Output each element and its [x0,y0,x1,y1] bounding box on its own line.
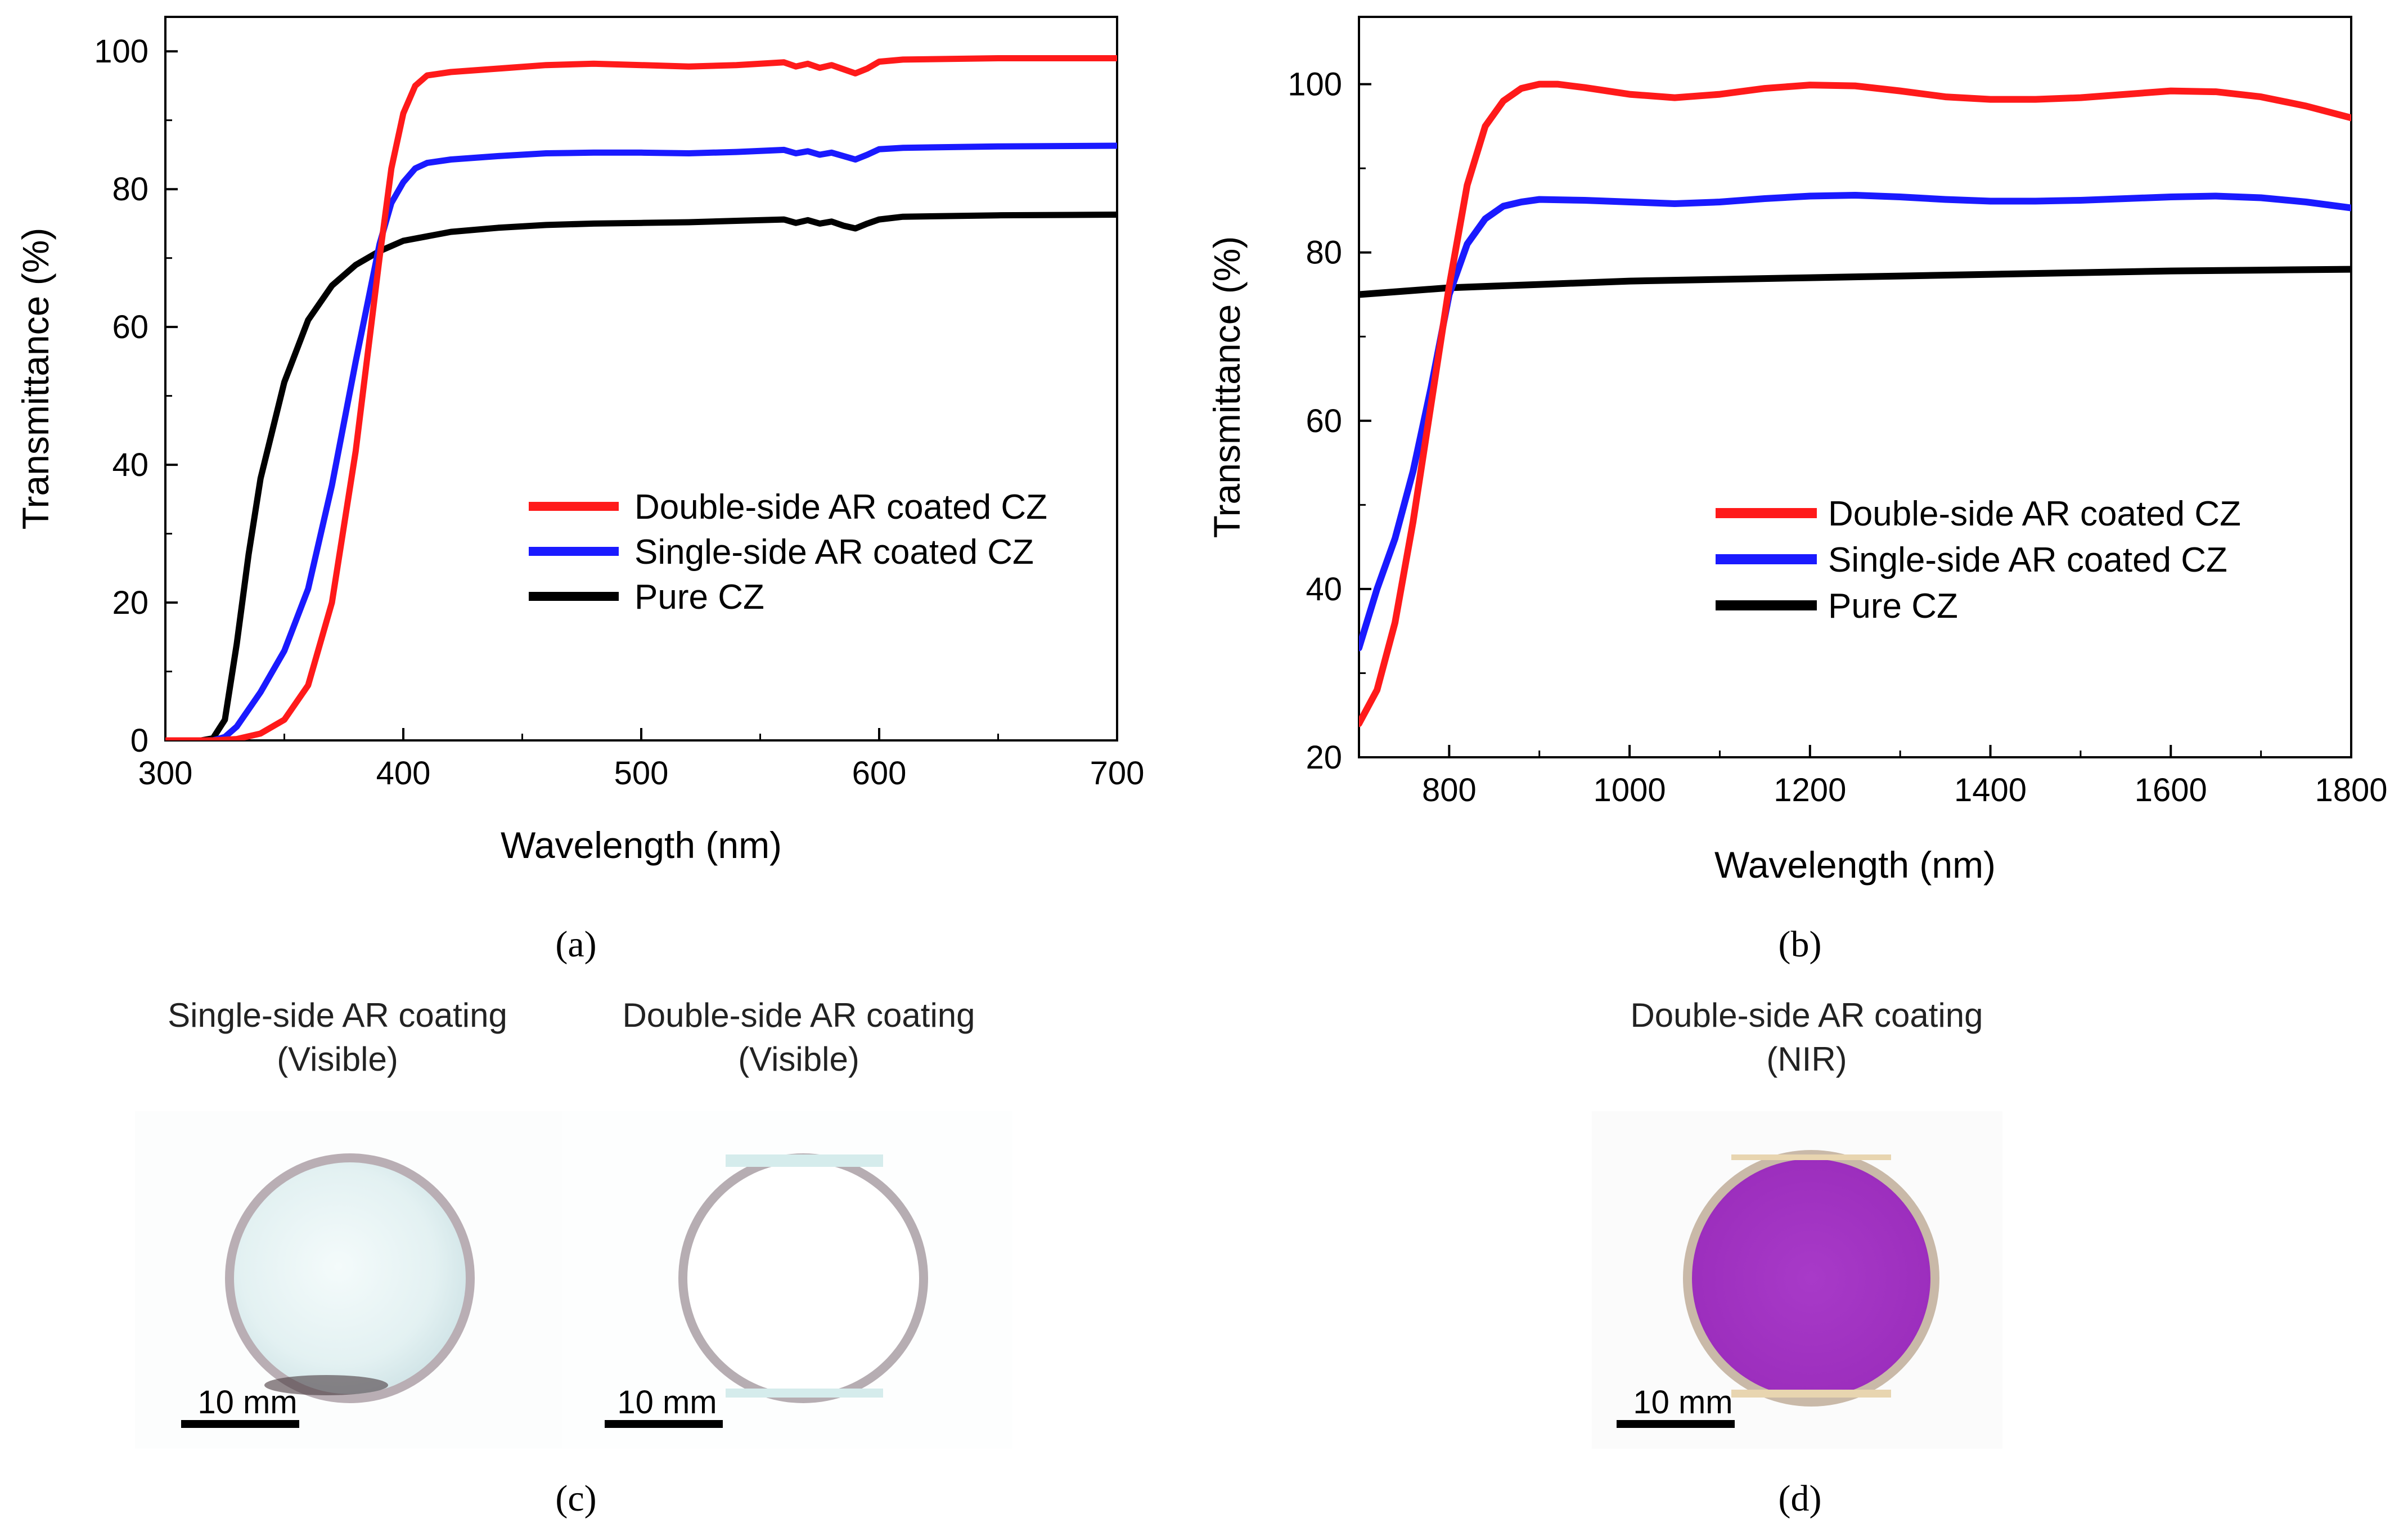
y-tick-label-a-0: 0 [130,722,148,759]
scale-bar-sample1: 10 mm [181,1384,299,1428]
scale-bar-sample2: 10 mm [605,1384,723,1428]
legend-label-single-a: Single-side AR coated CZ [634,533,1034,572]
chart-panel-a: 300 400 500 600 700 0 20 40 60 80 100 Wavelength (… [15,16,1144,965]
sample1-disc-shadow [264,1375,388,1395]
sample3-disc [1692,1159,1930,1398]
x-tick-label-b-3: 1400 [1954,772,2027,808]
ticks-b: 800 1000 1200 1400 1600 1800 20 40 60 80 100 [1288,66,2387,808]
scale-bar-line-sample3 [1617,1420,1735,1428]
legend-label-pure-a: Pure CZ [634,578,764,617]
legend-label-pure-b: Pure CZ [1828,587,1958,626]
legend-label-double-b: Double-side AR coated CZ [1828,495,2241,533]
scale-label-sample1: 10 mm [197,1384,297,1421]
y-tick-label-a-5: 100 [94,33,148,70]
legend-b: Double-side AR coated CZ Single-side AR … [1716,495,2241,626]
y-axis-title-a: Transmittance (%) [15,228,56,530]
panel-label-d: (d) [1779,1478,1822,1519]
sample3-flat-edge-top [1731,1154,1891,1160]
sample3-caption-line1: Double-side AR coating [1630,996,1983,1034]
plot-frame-b [1358,16,2352,758]
x-tick-label-a-2: 500 [614,755,669,792]
sample1-caption-line1: Single-side AR coating [168,996,507,1034]
legend-label-single-b: Single-side AR coated CZ [1828,541,2227,579]
sample1-caption-line2: (Visible) [277,1040,398,1078]
sample2-caption-line2: (Visible) [738,1040,859,1078]
series-line-b-pure-cz [1359,266,2351,298]
series-line-b-double-side-ar-coated-cz [1359,80,2351,727]
ticks-a: 300 400 500 600 700 0 20 40 60 80 100 [94,33,1144,792]
sample2-flat-edge-top [726,1154,883,1167]
photo-panel-c: Single-side AR coating (Visible) Double-… [135,996,1012,1519]
sample3-caption-line2: (NIR) [1766,1040,1847,1078]
series-b [1359,80,2351,727]
scale-bar-line-sample1 [181,1420,299,1428]
series-line-a-pure-cz [165,212,1117,740]
sample2-caption-line1: Double-side AR coating [622,996,975,1034]
x-axis-title-b: Wavelength (nm) [1714,844,1996,886]
series-line-a-double-side-ar-coated-cz [165,55,1117,740]
chart-panel-b: 800 1000 1200 1400 1600 1800 20 40 60 80 100 Wavel… [1206,16,2388,965]
y-tick-label-a-3: 60 [112,309,148,345]
y-tick-label-b-4: 100 [1288,66,1342,103]
legend-a: Double-side AR coated CZ Single-side AR … [529,488,1047,617]
panel-label-a: (a) [555,924,596,965]
sample2-flat-edge-bottom [726,1389,883,1398]
x-tick-label-a-3: 600 [852,755,907,792]
photo-panel-d: Double-side AR coating (NIR) (d) [1592,996,2002,1519]
plot-frame-a [164,16,1118,742]
y-tick-label-a-4: 80 [112,171,148,208]
legend-label-double-a: Double-side AR coated CZ [634,488,1047,527]
y-tick-label-b-3: 80 [1306,235,1342,271]
x-tick-label-b-1: 1000 [1594,772,1666,808]
x-tick-label-a-1: 400 [376,755,431,792]
y-axis-title-b: Transmittance (%) [1206,236,1248,538]
x-tick-label-b-0: 800 [1422,772,1477,808]
panel-label-c: (c) [555,1478,596,1519]
x-tick-label-a-0: 300 [138,755,193,792]
scale-label-sample2: 10 mm [617,1384,717,1421]
sample1-disc [234,1162,466,1394]
y-tick-label-a-2: 40 [112,447,148,483]
series-a [165,55,1117,740]
x-tick-label-b-5: 1800 [2315,772,2387,808]
x-axis-title-a: Wavelength (nm) [501,824,782,866]
y-tick-label-a-1: 20 [112,585,148,621]
panel-label-b: (b) [1779,924,1822,965]
scale-bar-sample3: 10 mm [1617,1384,1735,1428]
x-tick-label-a-4: 700 [1090,755,1145,792]
series-line-b-single-side-ar-coated-cz [1359,192,2351,652]
x-tick-label-b-4: 1600 [2135,772,2207,808]
y-tick-label-b-0: 20 [1306,739,1342,776]
sample2-disc [687,1162,919,1394]
scale-label-sample3: 10 mm [1633,1384,1732,1421]
scale-bar-line-sample2 [605,1420,723,1428]
x-tick-label-b-2: 1200 [1774,772,1846,808]
series-line-a-single-side-ar-coated-cz [165,142,1117,740]
sample3-flat-edge-bottom [1731,1390,1891,1398]
y-tick-label-b-2: 60 [1306,403,1342,439]
y-tick-label-b-1: 40 [1306,571,1342,608]
